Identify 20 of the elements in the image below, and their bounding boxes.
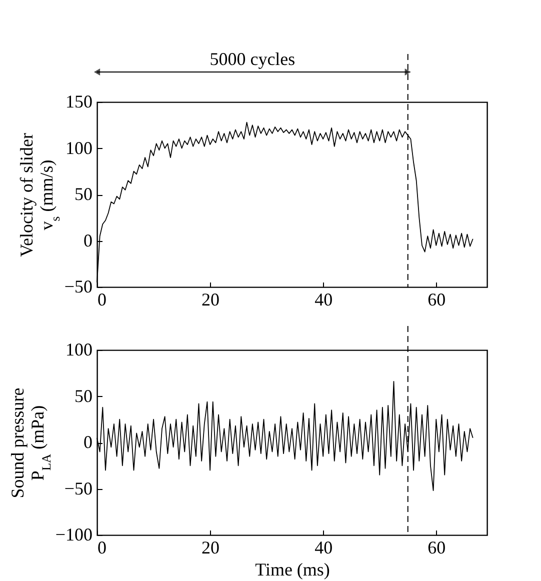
x-tick-label: 20 xyxy=(202,290,220,310)
y-tick-label: 50 xyxy=(74,386,92,406)
x-axis-title: Time (ms) xyxy=(255,560,330,580)
x-tick-label: 0 xyxy=(98,290,106,310)
y-tick-label: −50 xyxy=(64,276,92,296)
x-tick-label: 20 xyxy=(202,538,220,558)
y-tick-label: 0 xyxy=(84,230,92,250)
x-tick-label: 60 xyxy=(428,290,446,310)
y-tick-label: 50 xyxy=(74,184,92,204)
x-tick-label: 40 xyxy=(314,290,333,310)
y-tick-label: −50 xyxy=(64,478,92,498)
x-tick-label: 60 xyxy=(428,538,446,558)
y-tick-label: 0 xyxy=(84,432,92,452)
x-tick-label: 0 xyxy=(98,538,106,558)
y-tick-label: 100 xyxy=(66,138,92,158)
y-tick-label: 150 xyxy=(66,92,92,112)
y-tick-label: −100 xyxy=(55,524,92,544)
text: 5000 cycles xyxy=(210,49,296,69)
x-tick-label: 40 xyxy=(314,538,333,558)
y-tick-label: 100 xyxy=(66,340,92,360)
